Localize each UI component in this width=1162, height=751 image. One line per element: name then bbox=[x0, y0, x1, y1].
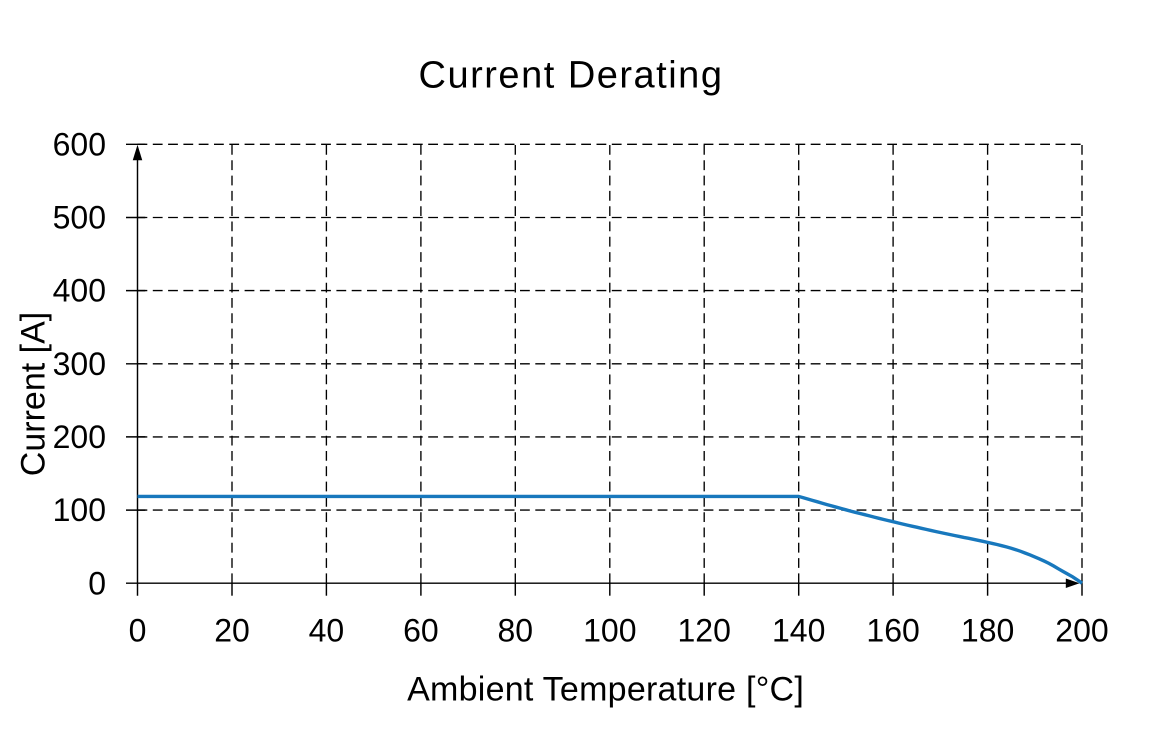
svg-text:Current Derating: Current Derating bbox=[419, 55, 724, 97]
svg-text:200: 200 bbox=[53, 419, 106, 455]
svg-text:200: 200 bbox=[1055, 612, 1108, 648]
svg-text:40: 40 bbox=[309, 612, 345, 648]
svg-text:500: 500 bbox=[53, 200, 106, 236]
svg-text:180: 180 bbox=[961, 612, 1014, 648]
svg-text:0: 0 bbox=[129, 612, 147, 648]
svg-text:20: 20 bbox=[214, 612, 250, 648]
svg-text:80: 80 bbox=[498, 612, 534, 648]
svg-text:100: 100 bbox=[53, 492, 106, 528]
svg-text:140: 140 bbox=[772, 612, 825, 648]
svg-text:160: 160 bbox=[866, 612, 919, 648]
svg-text:Current [A]: Current [A] bbox=[15, 312, 53, 476]
svg-text:120: 120 bbox=[678, 612, 731, 648]
svg-text:400: 400 bbox=[53, 273, 106, 309]
svg-text:Ambient Temperature [°C]: Ambient Temperature [°C] bbox=[407, 671, 804, 709]
svg-text:0: 0 bbox=[88, 565, 106, 601]
svg-text:60: 60 bbox=[403, 612, 439, 648]
svg-text:100: 100 bbox=[583, 612, 636, 648]
svg-text:300: 300 bbox=[53, 346, 106, 382]
svg-text:600: 600 bbox=[53, 126, 106, 162]
